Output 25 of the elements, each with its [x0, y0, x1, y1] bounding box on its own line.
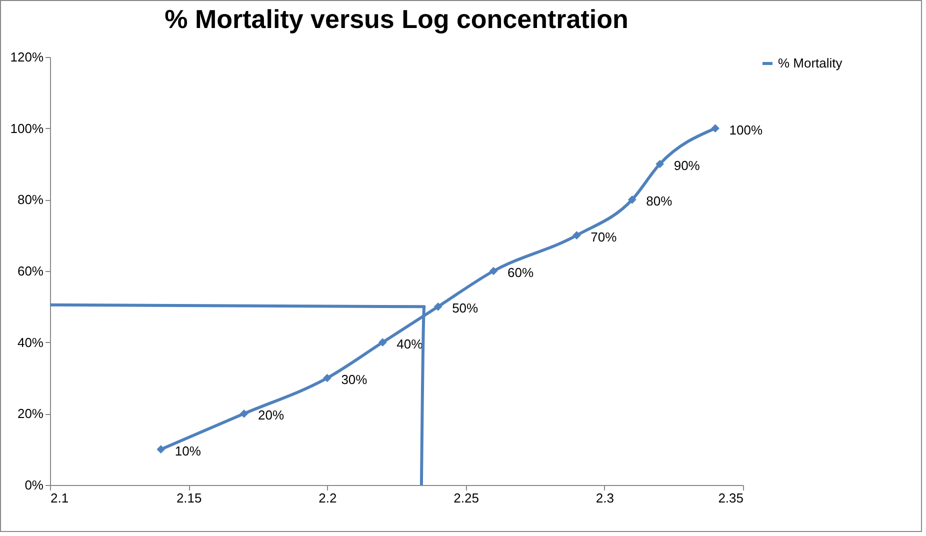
x-tick-label: 2.25: [454, 490, 479, 506]
data-label: 50%: [452, 300, 479, 316]
x-tick-label: 2.35: [718, 490, 744, 506]
data-label: 80%: [646, 194, 673, 209]
y-tick-label: 60%: [17, 264, 44, 278]
y-tick-label: 20%: [17, 406, 44, 422]
data-label: 60%: [508, 265, 534, 280]
y-tick-label: 120%: [10, 50, 44, 64]
legend-label: % Mortality: [778, 56, 843, 70]
x-tick-label: 2.1: [50, 490, 69, 506]
data-label: 30%: [341, 372, 368, 387]
data-label: 90%: [674, 158, 700, 173]
data-label: 20%: [258, 408, 284, 423]
y-tick-label: 80%: [17, 192, 44, 208]
x-tick-label: 2.3: [596, 490, 614, 506]
data-label: 40%: [396, 336, 424, 352]
y-tick-label: 0%: [24, 478, 44, 492]
y-tick-label: 100%: [10, 120, 44, 136]
chart-title: % Mortality versus Log concentration: [164, 4, 628, 34]
y-tick-label: 40%: [17, 334, 44, 350]
data-label: 10%: [174, 443, 202, 458]
data-label: 70%: [590, 229, 618, 244]
data-label: 100%: [729, 122, 763, 138]
x-tick-label: 2.15: [176, 490, 202, 506]
x-tick-label: 2.2: [318, 490, 337, 506]
